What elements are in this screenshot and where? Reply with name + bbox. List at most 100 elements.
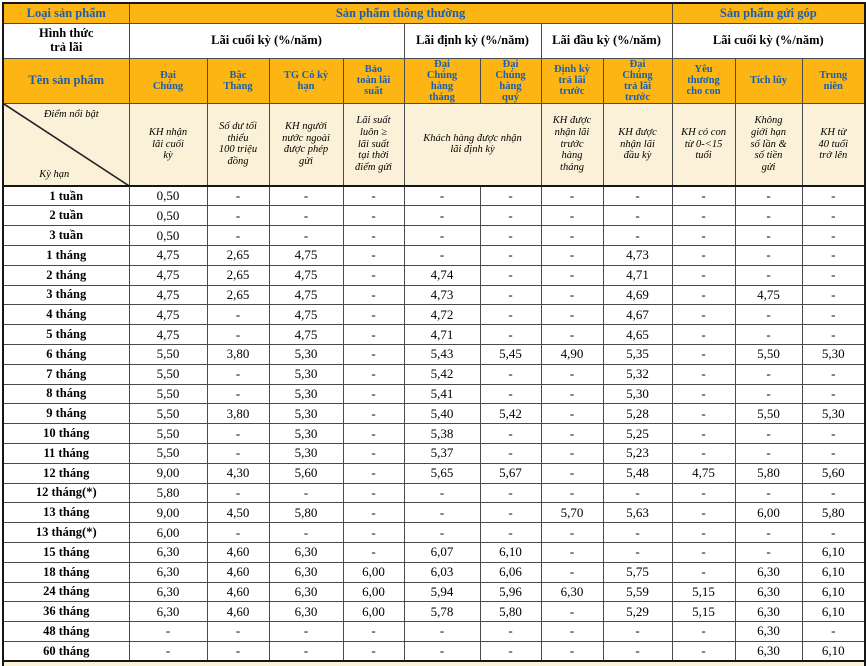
rate-cell: -: [671, 561, 736, 583]
rate-cell: -: [128, 640, 208, 662]
rate-cell: -: [479, 185, 542, 207]
rate-cell: 5,30: [268, 442, 344, 464]
term-cell: 3 tháng: [2, 284, 130, 306]
table-row: 15 tháng 6,30 4,60 6,30-6,07 6,10- - - -6,10: [2, 541, 866, 563]
rate-cell: 5,50: [128, 343, 208, 365]
rate-cell: -: [479, 423, 542, 444]
rate-cell: 5,37: [403, 442, 481, 464]
rate-cell: -: [734, 541, 803, 563]
rate-cell: 5,42: [403, 363, 481, 385]
rate-cell: -: [342, 482, 405, 504]
product-column-header: Bảo toàn lãi suất: [342, 57, 405, 104]
rate-cell: -: [671, 205, 736, 227]
rate-cell: 6,03: [403, 561, 481, 583]
rate-cell: 6,00: [342, 561, 405, 583]
product-column-header: Yêu thương cho con: [671, 57, 736, 104]
rate-cell: 0,50: [128, 225, 208, 246]
rate-cell: 6,00: [342, 601, 405, 623]
rate-cell: 5,67: [479, 462, 542, 484]
rate-cell: 6,10: [801, 581, 866, 603]
rate-cell: 5,80: [128, 482, 208, 504]
rate-cell: -: [734, 244, 803, 266]
table-row: 48 tháng - - - - - - - - -6,30-: [2, 621, 866, 642]
rate-cell: -: [479, 482, 542, 504]
rate-cell: 5,32: [602, 363, 673, 385]
rate-cell: -: [479, 264, 542, 286]
rate-cell: 6,00: [128, 522, 208, 543]
rate-cell: 6,30: [734, 601, 803, 623]
rate-cell: -: [540, 541, 604, 563]
product-name-label-cell: Tên sản phẩm: [2, 57, 130, 104]
rate-cell: -: [403, 244, 481, 266]
corner-bottom-label: Kỳ hạn: [39, 168, 70, 180]
rate-cell: -: [479, 640, 542, 662]
table-row: 5 tháng 4,75-4,75-4,71- -4,65- - -: [2, 324, 866, 345]
rate-cell: 5,65: [403, 462, 481, 484]
table-row: 60 tháng - - - - - - - - -6,30 6,10: [2, 640, 866, 662]
rate-cell: 5,29: [602, 601, 673, 623]
product-column-header: Tích lũy: [734, 57, 803, 104]
rate-cell: -: [479, 225, 542, 246]
rate-cell: -: [602, 205, 673, 227]
rate-cell: -: [734, 383, 803, 405]
rate-cell: 5,38: [403, 423, 481, 444]
rate-cell: -: [801, 442, 866, 464]
rate-cell: -: [540, 383, 604, 405]
rate-cell: -: [206, 522, 270, 543]
rate-cell: -: [540, 205, 604, 227]
rate-cell: -: [540, 462, 604, 484]
rate-cell: 4,75: [128, 284, 208, 306]
table-row: 2 tháng 4,75 2,65 4,75-4,74- -4,71- - -: [2, 264, 866, 286]
table-row: 12 tháng(*) 5,80- - - - - - - - - -: [2, 482, 866, 504]
rate-cell: -: [602, 522, 673, 543]
rate-cell: -: [206, 640, 270, 662]
rate-cell: -: [342, 383, 405, 405]
rate-cell: 5,30: [268, 403, 344, 425]
rate-cell: -: [479, 383, 542, 405]
rate-cell: -: [540, 304, 604, 326]
rate-cell: -: [479, 324, 542, 345]
rate-cell: -: [801, 621, 866, 642]
rate-cell: -: [801, 324, 866, 345]
rate-cell: -: [479, 621, 542, 642]
rate-cell: -: [671, 185, 736, 207]
table-row: 4 tháng 4,75-4,75-4,72- -4,67- - -: [2, 304, 866, 326]
product-group-guigop-cell: Sản phẩm gửi góp: [671, 2, 866, 24]
rate-cell: -: [540, 185, 604, 207]
rate-cell: 9,00: [128, 462, 208, 484]
highlight-cell: Số dư tối thiểu 100 triệu đồng: [206, 102, 270, 188]
rate-cell: 6,30: [734, 621, 803, 642]
highlight-cell: Lãi suất luôn ≥ lãi suất tại thời điểm g…: [342, 102, 405, 188]
rate-cell: 6,10: [479, 541, 542, 563]
rate-cell: -: [342, 621, 405, 642]
rate-cell: -: [206, 423, 270, 444]
rate-cell: -: [342, 522, 405, 543]
rate-cell: -: [734, 363, 803, 385]
rate-cell: 5,30: [268, 363, 344, 385]
rate-cell: 4,71: [602, 264, 673, 286]
rate-cell: -: [206, 205, 270, 227]
product-column-header: Trung niên: [801, 57, 866, 104]
term-cell: 18 tháng: [2, 561, 130, 583]
rate-cell: -: [801, 522, 866, 543]
term-cell: 48 tháng: [2, 621, 130, 642]
rate-cell: -: [540, 621, 604, 642]
rate-cell: 4,75: [128, 264, 208, 286]
highlight-cell: KH người nước ngoài được phép gửi: [268, 102, 344, 188]
rate-cell: -: [479, 205, 542, 227]
interest-group-header: Lãi đầu kỳ (%/năm): [540, 22, 673, 59]
rate-cell: 4,75: [128, 324, 208, 345]
rate-cell: 4,75: [268, 324, 344, 345]
rate-cell: 4,30: [206, 462, 270, 484]
rate-cell: -: [403, 205, 481, 227]
rate-cell: -: [342, 205, 405, 227]
rate-cell: -: [734, 304, 803, 326]
rate-cell: -: [206, 442, 270, 464]
rate-cell: 5,80: [479, 601, 542, 623]
rate-cell: -: [128, 621, 208, 642]
rate-cell: -: [479, 244, 542, 266]
rate-cell: 6,10: [801, 601, 866, 623]
rate-cell: -: [734, 205, 803, 227]
product-column-header: TG Có kỳ hạn: [268, 57, 344, 104]
highlights-row: Điểm nổi bật Kỳ hạn KH nhận lãi cuối kỳ S…: [2, 102, 866, 188]
